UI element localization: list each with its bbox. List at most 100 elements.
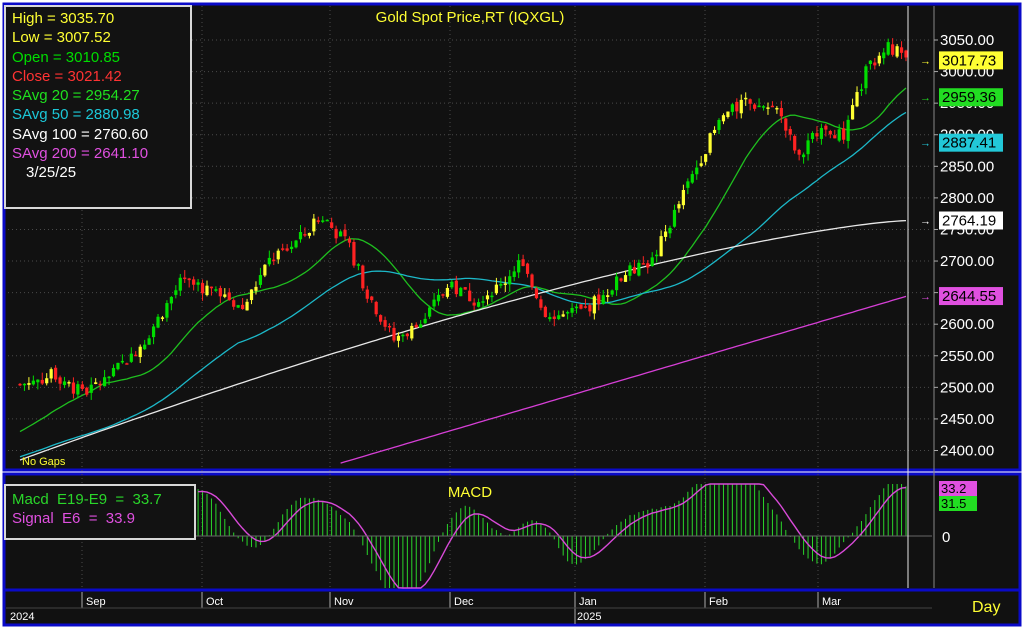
candle-body	[695, 167, 699, 175]
candle-body	[503, 283, 507, 285]
info-equals: =	[68, 106, 82, 124]
candle-body	[419, 324, 423, 328]
candle-body	[628, 265, 632, 276]
info-label: SAvg 50	[12, 106, 69, 124]
time-axis-labels: Sep Oct Nov Dec Jan Feb Mar 2024 2025	[6, 592, 932, 624]
price-tick-label: 2500.00	[940, 379, 994, 396]
candle-body	[352, 242, 356, 266]
signal-line	[198, 483, 907, 589]
info-row: SAvg 200 = 2641.10	[12, 144, 190, 163]
candle-body	[775, 107, 779, 110]
candle-body	[891, 44, 895, 55]
candle-body	[223, 294, 227, 297]
price-tick-label: 2850.00	[940, 158, 994, 175]
candle-body	[592, 296, 596, 314]
info-label: SAvg 200	[12, 145, 77, 163]
info-equals: =	[76, 125, 90, 143]
year-label: 2024	[10, 611, 34, 623]
candle-body	[779, 107, 783, 117]
price-tick-label: 3050.00	[940, 32, 994, 49]
candle-body	[405, 333, 409, 337]
candlesticks	[18, 38, 908, 400]
candle-body	[833, 135, 837, 139]
candle-body	[686, 181, 690, 188]
info-date: 3/25/25	[26, 164, 77, 182]
candle-body	[361, 265, 365, 289]
price-marker-label: 2959.36	[942, 89, 996, 106]
candle-body	[450, 281, 454, 288]
price-marker-box	[939, 133, 1003, 152]
candle-body	[267, 257, 271, 265]
macd-marker-box	[939, 496, 977, 511]
candle-body	[753, 104, 757, 109]
candle-body	[18, 383, 22, 386]
candle-body	[588, 305, 592, 312]
candle-body	[552, 316, 556, 319]
price-axis-markers: 3017.73 → 2959.36 → 2887.41 → 2764.19 → 2644.55 →	[920, 51, 1003, 306]
month-label: Jan	[579, 596, 597, 608]
candle-body	[499, 283, 503, 286]
candle-body	[58, 377, 62, 384]
candle-body	[441, 294, 445, 296]
candle-body	[111, 367, 116, 377]
candle-body	[663, 231, 668, 237]
candle-body	[143, 344, 147, 350]
candle-body	[31, 380, 35, 385]
candle-body	[681, 190, 685, 206]
macd-title: MACD	[448, 484, 492, 501]
info-value: 2760.60	[89, 125, 149, 143]
month-label: Sep	[86, 596, 106, 608]
candle-body	[138, 346, 142, 358]
candle-body	[899, 47, 904, 53]
candle-body	[80, 384, 84, 389]
price-marker-label: 2764.19	[942, 213, 996, 230]
info-equals: =	[50, 67, 64, 85]
candle-body	[365, 289, 369, 299]
candle-body	[102, 377, 107, 387]
price-tick-label: 2800.00	[940, 190, 994, 207]
candle-body	[517, 260, 521, 273]
price-marker-arrow: →	[920, 216, 931, 228]
candle-body	[45, 378, 49, 384]
info-value: 2954.27	[81, 87, 140, 105]
candle-body	[895, 46, 899, 57]
price-marker-box	[939, 51, 1003, 70]
candle-body	[85, 387, 89, 395]
candle-body	[824, 125, 828, 130]
candle-body	[748, 99, 752, 104]
info-label: SAvg 100	[12, 125, 77, 143]
candle-body	[205, 285, 209, 296]
candle-body	[321, 220, 325, 222]
info-label: High	[12, 10, 43, 27]
candle-body	[249, 289, 254, 301]
candle-body	[793, 135, 797, 151]
candle-body	[770, 105, 775, 108]
candle-body	[338, 231, 343, 237]
moving-average-lines	[19, 87, 907, 464]
candle-body	[744, 97, 748, 100]
candle-body	[40, 379, 44, 384]
candle-body	[76, 384, 80, 395]
candle-body	[294, 240, 298, 248]
candle-body	[677, 204, 681, 209]
candle-body	[810, 132, 815, 140]
candle-body	[712, 129, 717, 133]
macd-histogram	[197, 484, 907, 588]
price-tick-label: 2600.00	[940, 316, 994, 333]
info-row: Low = 3007.52	[12, 28, 190, 47]
candle-body	[445, 287, 450, 297]
candle-body	[134, 354, 138, 357]
candle-body	[512, 271, 516, 278]
candle-body	[610, 290, 614, 295]
candle-body	[125, 363, 129, 365]
info-equals: =	[39, 29, 53, 47]
candle-body	[601, 295, 605, 305]
candle-body	[788, 129, 792, 135]
macd-marker-box	[939, 481, 977, 496]
candle-body	[276, 250, 280, 260]
candle-body	[316, 220, 320, 222]
candle-body	[241, 304, 245, 310]
candle-body	[615, 276, 619, 291]
candle-body	[116, 362, 120, 370]
candle-body	[850, 105, 855, 120]
